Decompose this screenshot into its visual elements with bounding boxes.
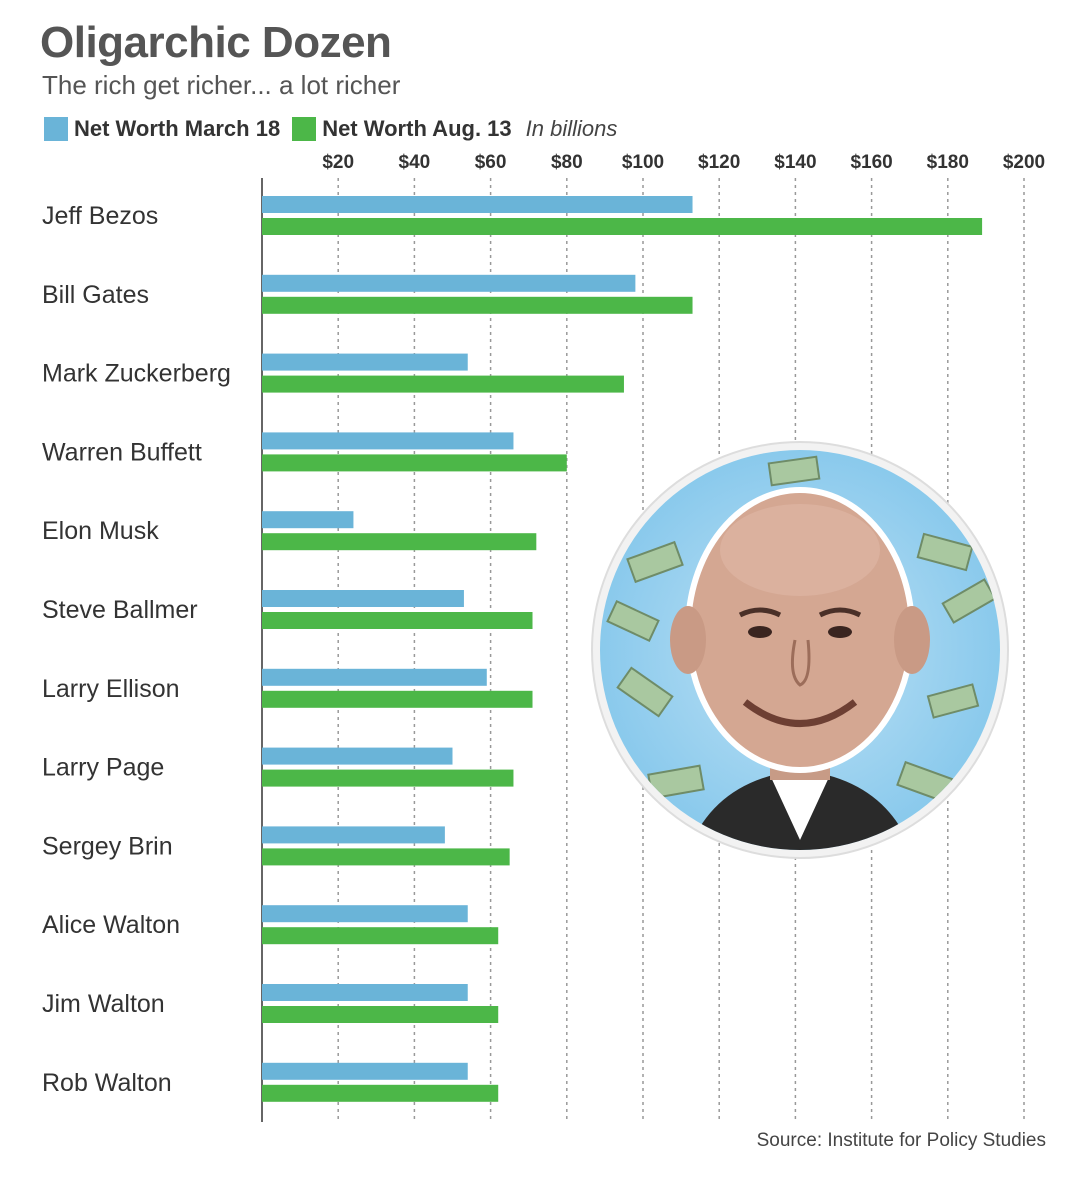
bar-aug	[262, 218, 983, 235]
portrait-illustration	[591, 441, 1009, 859]
category-label: Jeff Bezos	[42, 202, 158, 230]
x-tick-label: $200	[1003, 152, 1045, 173]
bar-aug	[262, 927, 499, 945]
category-label: Rob Walton	[42, 1069, 172, 1097]
category-label: Steve Ballmer	[42, 596, 198, 624]
bar-march	[262, 668, 487, 686]
category-label: Larry Ellison	[42, 675, 180, 703]
bar-aug	[262, 612, 533, 629]
x-tick-label: $140	[774, 152, 816, 173]
legend-label-aug: Net Worth Aug. 13	[322, 116, 512, 141]
x-tick-label: $40	[399, 152, 431, 173]
x-tick-label: $80	[551, 152, 583, 173]
x-tick-label: $60	[475, 152, 507, 173]
bar-march	[262, 590, 464, 607]
bar-march	[262, 1062, 468, 1080]
bar-aug	[262, 454, 567, 472]
bar-aug	[262, 375, 624, 393]
category-label: Alice Walton	[42, 911, 180, 939]
category-label: Elon Musk	[42, 517, 159, 545]
bar-march	[262, 353, 468, 371]
x-tick-label: $160	[850, 152, 892, 173]
category-label: Jim Walton	[42, 990, 165, 1018]
bar-aug	[262, 690, 533, 708]
bar-march	[262, 432, 514, 450]
chart-subtitle: The rich get richer... a lot richer	[42, 70, 401, 100]
bar-march	[262, 511, 354, 529]
bar-march	[262, 274, 636, 292]
legend-label-march: Net Worth March 18	[74, 116, 281, 141]
unit-label: In billions	[525, 116, 618, 141]
legend-item-aug: Net Worth Aug. 13	[292, 116, 512, 142]
bar-aug	[262, 1006, 499, 1023]
bar-march	[262, 905, 468, 923]
category-label: Sergey Brin	[42, 832, 173, 860]
bar-march	[262, 747, 453, 765]
bar-aug	[262, 769, 514, 787]
source-note: Source: Institute for Policy Studies	[756, 1130, 1046, 1151]
category-label: Mark Zuckerberg	[42, 360, 231, 388]
x-tick-label: $120	[698, 152, 740, 173]
bar-aug	[262, 1084, 499, 1102]
bar-aug	[262, 296, 693, 314]
bar-march	[262, 984, 468, 1001]
legend-swatch-aug	[292, 117, 317, 141]
category-label: Bill Gates	[42, 281, 149, 309]
x-tick-label: $20	[322, 152, 354, 173]
bar-march	[262, 196, 693, 213]
category-label: Warren Buffett	[42, 438, 202, 466]
chart-title: Oligarchic Dozen	[40, 18, 392, 67]
legend: Net Worth March 18 Net Worth Aug. 13 In …	[44, 114, 617, 144]
legend-swatch-march	[44, 117, 68, 141]
legend-item-march: Net Worth March 18	[44, 116, 280, 142]
x-tick-label: $100	[622, 152, 664, 173]
bar-aug	[262, 848, 510, 866]
bar-aug	[262, 533, 537, 551]
x-tick-label: $180	[927, 152, 969, 173]
category-label: Larry Page	[42, 754, 164, 782]
bar-march	[262, 826, 445, 844]
